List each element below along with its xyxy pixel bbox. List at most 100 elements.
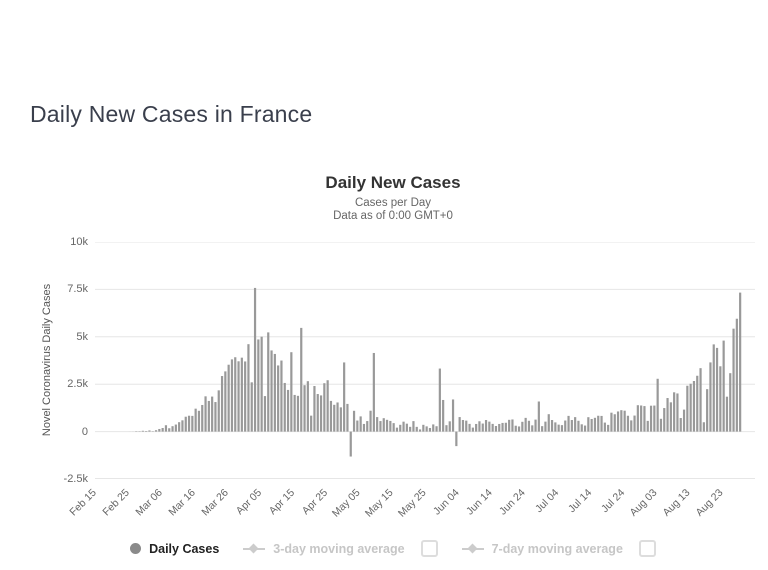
daily-cases-bar[interactable]	[339, 407, 342, 432]
daily-cases-bar[interactable]	[626, 415, 630, 432]
daily-cases-bar[interactable]	[204, 396, 207, 432]
daily-cases-bar[interactable]	[451, 399, 455, 432]
daily-cases-bar[interactable]	[438, 368, 441, 432]
daily-cases-bar[interactable]	[290, 352, 293, 432]
checkbox-7day-average[interactable]	[638, 540, 656, 557]
daily-cases-bar[interactable]	[428, 427, 432, 432]
daily-cases-bar[interactable]	[735, 318, 738, 432]
daily-cases-bar[interactable]	[382, 418, 385, 432]
daily-cases-bar[interactable]	[722, 340, 725, 432]
daily-cases-bar[interactable]	[560, 425, 564, 432]
daily-cases-bar[interactable]	[616, 411, 620, 432]
daily-cases-bar[interactable]	[293, 394, 296, 432]
daily-cases-bar[interactable]	[326, 380, 329, 432]
daily-cases-bar[interactable]	[494, 425, 498, 432]
legend-item-daily-cases[interactable]: Daily Cases	[130, 542, 219, 556]
daily-cases-bar[interactable]	[537, 401, 540, 432]
daily-cases-bar[interactable]	[547, 414, 550, 432]
daily-cases-bar[interactable]	[415, 426, 418, 432]
daily-cases-bar[interactable]	[286, 389, 290, 432]
daily-cases-bar[interactable]	[696, 375, 699, 432]
daily-cases-bar[interactable]	[379, 421, 382, 432]
daily-cases-bar[interactable]	[174, 424, 177, 432]
daily-cases-bar[interactable]	[329, 400, 333, 432]
daily-cases-bar[interactable]	[164, 425, 168, 432]
daily-cases-bar[interactable]	[676, 393, 679, 432]
daily-cases-bar[interactable]	[597, 415, 600, 432]
daily-cases-bar[interactable]	[224, 371, 227, 432]
daily-cases-bar[interactable]	[237, 361, 240, 432]
daily-cases-bar[interactable]	[636, 405, 639, 432]
daily-cases-bar[interactable]	[514, 425, 517, 432]
daily-cases-bar[interactable]	[333, 404, 336, 432]
daily-cases-bar[interactable]	[399, 424, 402, 432]
daily-cases-bar[interactable]	[508, 419, 511, 432]
daily-cases-bar[interactable]	[689, 383, 692, 432]
daily-cases-bar[interactable]	[478, 421, 481, 432]
daily-cases-bar[interactable]	[349, 431, 352, 457]
daily-cases-bar[interactable]	[669, 402, 672, 432]
daily-cases-bar[interactable]	[587, 417, 590, 432]
daily-cases-bar[interactable]	[491, 423, 494, 432]
daily-cases-bar[interactable]	[214, 402, 217, 432]
daily-cases-bar[interactable]	[247, 344, 250, 432]
daily-cases-bar[interactable]	[273, 353, 276, 432]
daily-cases-bar[interactable]	[702, 422, 705, 432]
daily-cases-bar[interactable]	[590, 418, 593, 432]
daily-cases-bar[interactable]	[280, 360, 283, 432]
daily-cases-bar[interactable]	[692, 381, 696, 432]
daily-cases-bar[interactable]	[686, 385, 689, 432]
daily-cases-bar[interactable]	[187, 415, 191, 432]
daily-cases-bar[interactable]	[158, 428, 161, 432]
daily-cases-bar[interactable]	[600, 415, 603, 432]
daily-cases-bar[interactable]	[141, 430, 144, 432]
legend-item-3day-average[interactable]: 3-day moving average	[243, 540, 438, 557]
daily-cases-bar[interactable]	[484, 420, 488, 432]
daily-cases-bar[interactable]	[418, 429, 422, 432]
daily-cases-bar[interactable]	[643, 406, 646, 432]
daily-cases-bar[interactable]	[719, 366, 722, 432]
daily-cases-bar[interactable]	[712, 344, 715, 432]
daily-cases-bar[interactable]	[544, 421, 547, 432]
daily-cases-bar[interactable]	[277, 365, 280, 432]
daily-cases-bar[interactable]	[154, 430, 158, 432]
daily-cases-bar[interactable]	[435, 426, 438, 432]
daily-cases-bar[interactable]	[359, 416, 362, 432]
daily-cases-bar[interactable]	[217, 390, 220, 432]
daily-cases-bar[interactable]	[402, 421, 405, 432]
daily-cases-bar[interactable]	[422, 424, 425, 432]
daily-cases-bar[interactable]	[409, 426, 412, 432]
daily-cases-bar[interactable]	[557, 424, 560, 432]
daily-cases-bar[interactable]	[630, 420, 633, 432]
daily-cases-bar[interactable]	[501, 422, 504, 432]
daily-cases-bar[interactable]	[715, 347, 719, 432]
daily-cases-bar[interactable]	[184, 416, 187, 432]
daily-cases-bar[interactable]	[362, 423, 366, 432]
daily-cases-bar[interactable]	[488, 421, 491, 432]
daily-cases-bar[interactable]	[498, 423, 501, 432]
daily-cases-bar[interactable]	[666, 398, 669, 432]
daily-cases-bar[interactable]	[620, 410, 623, 432]
daily-cases-bar[interactable]	[521, 421, 524, 432]
daily-cases-bar[interactable]	[168, 428, 171, 432]
daily-cases-bar[interactable]	[583, 425, 587, 432]
daily-cases-bar[interactable]	[240, 357, 243, 432]
daily-cases-bar[interactable]	[392, 423, 395, 432]
daily-cases-bar[interactable]	[517, 426, 521, 432]
daily-cases-bar[interactable]	[541, 426, 544, 432]
daily-cases-bar[interactable]	[673, 392, 676, 432]
daily-cases-bar[interactable]	[230, 359, 234, 432]
daily-cases-bar[interactable]	[257, 339, 260, 432]
daily-cases-bar[interactable]	[531, 425, 534, 432]
daily-cases-bar[interactable]	[253, 287, 257, 432]
daily-cases-bar[interactable]	[310, 415, 313, 432]
daily-cases-bar[interactable]	[475, 423, 478, 432]
daily-cases-bar[interactable]	[550, 420, 554, 432]
daily-cases-bar[interactable]	[659, 418, 663, 432]
daily-cases-bar[interactable]	[504, 422, 507, 432]
daily-cases-bar[interactable]	[319, 395, 323, 432]
daily-cases-bar[interactable]	[610, 412, 613, 432]
daily-cases-bar[interactable]	[481, 423, 484, 432]
daily-cases-bar[interactable]	[306, 381, 309, 432]
daily-cases-bar[interactable]	[207, 400, 210, 432]
